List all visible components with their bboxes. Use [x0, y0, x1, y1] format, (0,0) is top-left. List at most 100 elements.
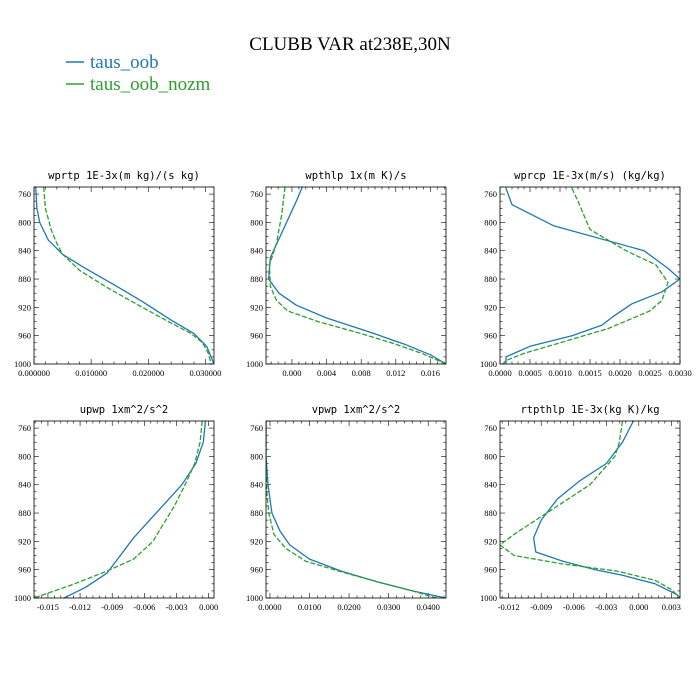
x-tick-label: 0.0000: [488, 368, 511, 378]
series-line-taus-oob-nozm: [500, 421, 680, 598]
series-line-taus-oob: [505, 188, 680, 364]
x-tick-label: -0.003: [595, 602, 617, 612]
x-tick-label: 0.030000: [189, 368, 221, 378]
x-tick-label: 0.0030: [668, 368, 691, 378]
series-line-taus-oob: [532, 421, 680, 598]
x-tick-label: 0.0200: [337, 602, 360, 612]
x-tick-label: 0.0025: [638, 368, 661, 378]
series-line-taus-oob: [35, 187, 214, 364]
panel-1: wprtp 1E-3x(m kg)/(s kg) 760 800 840 880 920 9…: [14, 170, 221, 378]
series-group: [34, 421, 207, 598]
x-tick-label: 0.0010: [548, 368, 571, 378]
panel-6: rtpthlp 1E-3x(kg K)/kg 760 800 840 880 920 960…: [480, 404, 681, 612]
y-tick-label: 840: [484, 480, 497, 490]
y-tick-label: 800: [484, 451, 497, 461]
y-tick-label: 1000: [14, 359, 31, 369]
y-tick-label: 880: [484, 274, 497, 284]
x-tick-label: 0.010000: [75, 368, 107, 378]
legend: taus_oob taus_oob_nozm: [66, 52, 211, 95]
y-tick-label: 760: [484, 423, 497, 433]
x-tick-label: 0.000: [282, 368, 301, 378]
x-tick-label: 0.0400: [417, 602, 440, 612]
x-tick-label: -0.009: [530, 602, 552, 612]
y-tick-label: 760: [250, 189, 263, 199]
y-tick-label: 960: [250, 565, 263, 575]
panel-grid: wprtp 1E-3x(m kg)/(s kg) 760 800 840 880 920 9…: [14, 170, 692, 612]
x-tick-label: -0.006: [133, 602, 155, 612]
y-tick-label: 920: [18, 302, 31, 312]
panel-3: wprcp 1E-3x(m/s) (kg/kg) 760 800 840 880 920 9…: [480, 170, 692, 378]
x-tick-label: -0.009: [101, 602, 123, 612]
y-tick-label: 800: [250, 217, 263, 227]
y-tick-label: 880: [484, 508, 497, 518]
series-line-taus-oob-nozm: [266, 421, 437, 598]
x-tick-label: 0.016: [421, 368, 440, 378]
y-tick-label: 960: [18, 565, 31, 575]
series-group: [266, 421, 446, 598]
plot-frame: [33, 420, 215, 599]
y-tick-label: 960: [484, 331, 497, 341]
x-tick-label: 0.003: [662, 602, 681, 612]
x-tick-label: 0.004: [317, 368, 337, 378]
y-tick-label: 840: [18, 480, 31, 490]
series-line-taus-oob-nozm: [43, 187, 212, 364]
x-tick-label: 0.0020: [608, 368, 631, 378]
y-tick-label: 880: [18, 274, 31, 284]
series-line-taus-oob-nozm: [502, 188, 669, 364]
x-tick-label: -0.006: [563, 602, 585, 612]
y-tick-label: 800: [18, 451, 31, 461]
plot-frame: [499, 186, 681, 365]
y-tick-label: 920: [18, 536, 31, 546]
y-tick-label: 1000: [14, 593, 31, 603]
x-tick-label: 0.0005: [518, 368, 541, 378]
series-line-taus-oob: [266, 421, 446, 598]
y-tick-label: 880: [250, 274, 263, 284]
y-tick-label: 960: [18, 331, 31, 341]
x-tick-label: 0.000: [199, 602, 218, 612]
panel-title: wprcp 1E-3x(m/s) (kg/kg): [514, 170, 666, 182]
plot-frame: [33, 186, 215, 365]
y-tick-label: 880: [18, 508, 31, 518]
y-tick-label: 880: [250, 508, 263, 518]
y-tick-label: 840: [484, 246, 497, 256]
legend-label-taus-oob: taus_oob: [90, 52, 159, 73]
series-line-taus-oob-nozm: [268, 187, 446, 364]
y-tick-label: 960: [250, 331, 263, 341]
y-tick-label: 760: [18, 423, 31, 433]
series-line-taus-oob: [267, 187, 446, 364]
x-tick-label: -0.015: [37, 602, 59, 612]
y-tick-label: 1000: [246, 359, 263, 369]
x-tick-label: 0.0000: [258, 602, 281, 612]
series-group: [502, 188, 680, 364]
panel-2: wpthlp 1x(m K)/s 760 800 840 880 920 960 1000 0.…: [246, 170, 447, 378]
plot-frame: [265, 186, 447, 365]
x-tick-label: 0.0100: [298, 602, 321, 612]
y-tick-label: 920: [250, 536, 263, 546]
panel-title: vpwp 1xm^2/s^2: [312, 404, 401, 416]
plot-frame: [265, 420, 447, 599]
y-tick-label: 800: [18, 217, 31, 227]
y-tick-label: 800: [484, 217, 497, 227]
figure-title: CLUBB VAR at238E,30N: [249, 34, 451, 55]
panel-title: upwp 1xm^2/s^2: [80, 404, 169, 416]
x-tick-label: 0.020000: [132, 368, 164, 378]
x-tick-label: 0.012: [386, 368, 405, 378]
panel-4: upwp 1xm^2/s^2 760 800 840 880 920 960 1000 -0.0…: [14, 404, 218, 612]
series-group: [500, 421, 680, 598]
legend-label-taus-oob-nozm: taus_oob_nozm: [90, 74, 211, 95]
x-tick-label: 0.0015: [578, 368, 601, 378]
y-tick-label: 760: [484, 189, 497, 199]
y-tick-label: 960: [484, 565, 497, 575]
panel-title: wpthlp 1x(m K)/s: [305, 170, 406, 182]
x-tick-label: -0.003: [166, 602, 188, 612]
series-line-taus-oob: [63, 421, 207, 598]
y-tick-label: 920: [484, 302, 497, 312]
panel-title: wprtp 1E-3x(m kg)/(s kg): [48, 170, 200, 182]
y-tick-label: 1000: [246, 593, 263, 603]
x-tick-label: 0.000000: [18, 368, 50, 378]
x-tick-label: 0.000: [629, 602, 648, 612]
x-tick-label: -0.012: [69, 602, 91, 612]
series-line-taus-oob-nozm: [34, 421, 203, 598]
series-group: [35, 187, 214, 364]
y-tick-label: 840: [18, 246, 31, 256]
